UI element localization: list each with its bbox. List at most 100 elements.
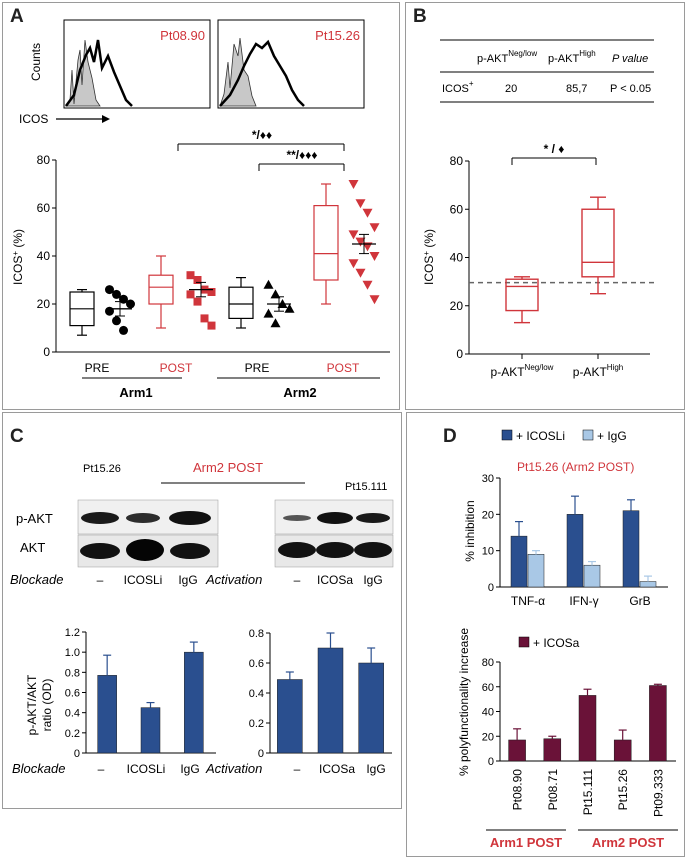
bar — [508, 739, 526, 762]
d-arm1-post: Arm1 POST — [490, 835, 562, 850]
data-point — [193, 297, 202, 306]
a-plot-area: 0 20 40 60 80 — [37, 153, 390, 359]
bar — [277, 679, 303, 754]
data-point — [207, 321, 216, 330]
a-y-tick-label: 60 — [37, 201, 51, 215]
data-point — [105, 285, 114, 295]
c-lane-left-2: ICOSLi — [124, 573, 163, 587]
d-bottom-plot-area: 0 20 40 60 80 Pt08.90 Pt08.71 Pt15.111 Pt15.26 Pt… — [482, 657, 676, 817]
bar — [317, 647, 344, 754]
c2-y-tick-label: 0.8 — [249, 628, 264, 640]
d-top-plot-area: 0 10 20 30 TNF-α IFN-γ GrB — [482, 473, 668, 608]
d2-x-tick-label: Pt08.71 — [546, 769, 560, 811]
table-col3: P value — [612, 53, 648, 65]
b-x-tick-label: p-AKTHigh — [573, 363, 623, 379]
legend-swatch-icolsi — [501, 429, 513, 441]
bar — [639, 581, 657, 588]
bar — [140, 707, 161, 754]
b-y-tick-label: 40 — [450, 251, 464, 265]
hist-ylabel: Counts — [29, 43, 43, 81]
b-x-tick-main: p-AKT — [491, 365, 526, 379]
data-point — [348, 230, 359, 240]
c-lane-right-3: IgG — [363, 573, 382, 587]
data-point — [263, 308, 274, 318]
c1-y-tick-label: 0 — [74, 748, 80, 760]
c-pt-left: Pt15.26 — [83, 463, 121, 475]
c-lane-right-2: ICOSa — [317, 573, 353, 587]
d1-y-tick-label: 20 — [482, 509, 494, 521]
c1-y-tick-label: 0.4 — [65, 708, 80, 720]
d-ylabel-top: % inhibition — [463, 500, 477, 561]
d2-x-tick-label: Pt08.90 — [511, 769, 525, 811]
data-point — [362, 280, 373, 290]
c-row-pakt: p-AKT — [16, 511, 53, 526]
bar — [566, 514, 584, 588]
data-point — [369, 295, 380, 305]
table-v2: 85,7 — [566, 83, 587, 95]
sig-a-1: */♦♦ — [252, 128, 272, 142]
b-x-tick-sup: High — [607, 363, 623, 372]
c-blockade-top: Blockade — [10, 572, 63, 587]
data-point — [263, 279, 274, 289]
d2-y-tick-label: 40 — [482, 707, 494, 719]
d1-y-tick-label: 30 — [482, 473, 494, 485]
c1-x-tick-label: ICOSLi — [127, 762, 166, 776]
panel-c: Pt15.26 Arm2 POST Pt15.111 p-AKT AKT — [10, 460, 394, 776]
c-row-akt: AKT — [20, 540, 45, 555]
panel-c-label: C — [10, 426, 24, 447]
d2-x-tick-label: Pt15.111 — [581, 769, 595, 816]
histogram-pt15-26: Pt15.26 — [217, 19, 365, 109]
data-point — [284, 303, 295, 313]
b-ylabel: ICOS+ (%) — [422, 229, 437, 285]
bar — [583, 564, 601, 588]
d1-x-tick-label: TNF-α — [511, 594, 545, 608]
hist-label-pt08-90: Pt08.90 — [160, 28, 205, 43]
table-row-sup: + — [469, 79, 474, 88]
table-v1: 20 — [505, 83, 517, 95]
d1-x-tick-label: IFN-γ — [569, 594, 598, 608]
c2-y-tick-label: 0 — [258, 748, 264, 760]
d1-y-tick-label: 10 — [482, 546, 494, 558]
histogram-pt08-90: Pt08.90 — [63, 19, 211, 109]
panel-d: + ICOSLi + IgG Pt15.26 (Arm2 POST) % inh… — [457, 429, 678, 850]
b-x-tick-label: p-AKTNeg/low — [491, 363, 554, 379]
a-y-tick-label: 0 — [43, 345, 50, 359]
d1-x-tick-label: GrB — [629, 594, 650, 608]
panel-b: p-AKTNeg/low p-AKTHigh P value ICOS+ 20 … — [422, 39, 655, 379]
c1-y-tick-label: 0.6 — [65, 688, 80, 700]
group-label-post-arm1: POST — [160, 361, 193, 375]
data-point — [200, 314, 209, 323]
data-point — [355, 237, 366, 247]
c-ylabel-line1: p-AKT/AKT — [25, 674, 39, 735]
d-arm2-post: Arm2 POST — [592, 835, 664, 850]
c1-y-tick-label: 0.8 — [65, 667, 80, 679]
sig-a-2: **/♦♦♦ — [286, 148, 317, 162]
table-row-label: ICOS+ — [442, 79, 474, 95]
legend-icolsi: + ICOSLi — [516, 429, 565, 443]
data-point — [270, 318, 281, 328]
panel-d-frame — [406, 412, 685, 857]
b-x-tick-sup: Neg/low — [525, 363, 554, 372]
data-point — [112, 289, 121, 299]
d1-y-tick-label: 0 — [488, 582, 494, 594]
c-activation-top: Activation — [205, 572, 262, 587]
sig-b: * / ♦ — [544, 142, 565, 156]
bar — [510, 535, 528, 588]
bar — [578, 695, 597, 762]
d2-y-tick-label: 80 — [482, 657, 494, 669]
c-left-plot-area: 0 0.2 0.4 0.6 0.8 1.0 1.2 – ICOSLi IgG — [65, 627, 216, 776]
table-col2-main: p-AKT — [548, 53, 579, 65]
table-row-main: ICOS — [442, 83, 469, 95]
b-y-tick-label: 0 — [456, 347, 463, 361]
c2-x-tick-label: IgG — [366, 762, 385, 776]
c-ylabel-line2: ratio (OD) — [40, 679, 54, 732]
group-label-post-arm2: POST — [327, 361, 360, 375]
data-point — [270, 289, 281, 299]
a-y-tick-label: 20 — [37, 297, 51, 311]
data-point — [186, 290, 195, 299]
b-y-tick-label: 20 — [450, 299, 464, 313]
blot-left — [77, 499, 219, 568]
c-activation-bottom: Activation — [205, 761, 262, 776]
panel-b-frame — [405, 2, 685, 410]
